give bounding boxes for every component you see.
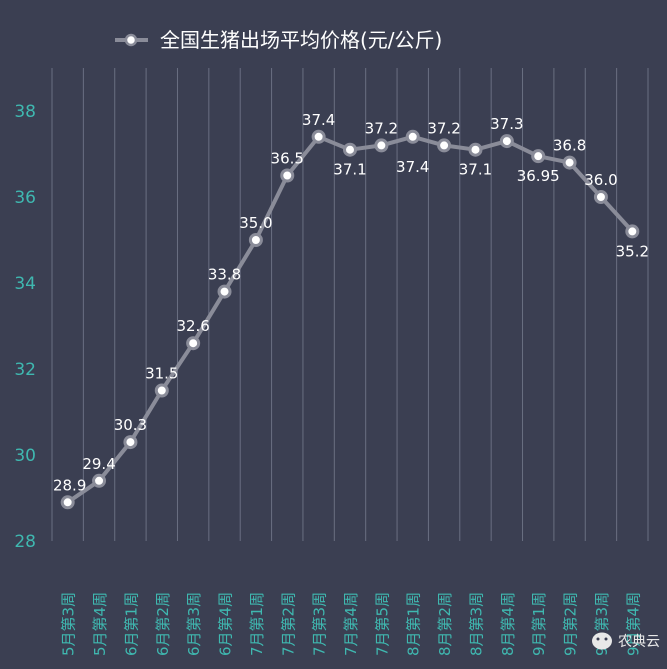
wechat-icon (592, 632, 612, 650)
x-tick-label: 8月第2周 (436, 592, 454, 656)
data-label: 37.2 (365, 119, 398, 137)
data-label: 30.3 (114, 416, 147, 434)
y-axis: 28 30 32 34 36 38 (14, 102, 36, 552)
x-tick-label: 7月第2周 (279, 592, 297, 656)
data-label: 37.4 (396, 158, 429, 176)
data-label: 36.95 (517, 167, 560, 185)
data-label: 28.9 (53, 476, 86, 494)
data-point (123, 435, 138, 450)
x-tick-label: 5月第4周 (91, 592, 109, 656)
y-tick-label: 28 (14, 532, 36, 552)
x-tick-label: 5月第3周 (60, 592, 78, 656)
y-tick-label: 34 (14, 274, 36, 294)
watermark-text: 农典云 (618, 634, 660, 650)
data-label: 37.1 (333, 161, 366, 179)
data-point (186, 336, 201, 351)
chart-title: 全国生猪出场平均价格(元/公斤) (160, 28, 442, 52)
data-label: 37.3 (490, 115, 523, 133)
x-tick-label: 9月第2周 (562, 592, 580, 656)
legend-marker (124, 33, 138, 47)
data-label: 36.5 (271, 150, 304, 168)
data-point (60, 495, 75, 510)
watermark: 农典云 (592, 632, 660, 650)
x-tick-label: 7月第4周 (342, 592, 360, 656)
data-label: 36.8 (553, 137, 586, 155)
y-tick-label: 36 (14, 188, 36, 208)
data-point (437, 138, 452, 153)
data-point (468, 142, 483, 157)
x-tick-label: 7月第3周 (311, 592, 329, 656)
x-tick-label: 8月第1周 (405, 592, 423, 656)
x-tick-label: 6月第3周 (185, 592, 203, 656)
series (60, 129, 640, 510)
data-label: 32.6 (176, 317, 209, 335)
data-point (499, 134, 514, 149)
data-point (593, 190, 608, 204)
x-tick-label: 6月第4周 (217, 592, 235, 656)
y-tick-label: 38 (14, 102, 36, 122)
y-tick-label: 30 (14, 446, 36, 466)
data-point (625, 224, 640, 239)
data-point (217, 284, 232, 299)
data-point (374, 138, 389, 153)
data-label: 35.0 (239, 214, 272, 232)
x-tick-label: 6月第2周 (154, 592, 172, 656)
data-point (154, 383, 169, 398)
x-axis: 5月第3周 5月第4周 6月第1周 6月第2周 6月第3周 6月第4周 7月第1周 7月第2周… (60, 592, 643, 656)
x-tick-label: 9月第1周 (530, 592, 548, 656)
data-point (405, 129, 420, 144)
x-tick-label: 8月第4周 (499, 592, 517, 656)
data-label: 31.5 (145, 365, 178, 383)
x-tick-label: 7月第5周 (373, 592, 391, 656)
data-point (343, 142, 357, 157)
legend: 全国生猪出场平均价格(元/公斤) (115, 28, 442, 52)
data-label: 37.4 (302, 111, 335, 129)
data-label: 29.4 (82, 455, 115, 473)
data-label: 36.0 (584, 171, 617, 189)
data-labels: 28.9 29.4 30.3 31.5 32.6 33.8 35.0 36.5 37.4 37.1… (53, 111, 649, 494)
data-point (562, 155, 577, 170)
data-point (92, 473, 107, 488)
data-point (280, 168, 295, 183)
data-label: 37.1 (459, 161, 492, 179)
data-label: 37.2 (427, 119, 460, 137)
x-tick-label: 9月第4周 (624, 592, 642, 656)
x-tick-label: 8月第3周 (467, 592, 485, 656)
data-point (248, 233, 263, 247)
series-line (66, 134, 634, 504)
data-label: 35.2 (616, 242, 649, 260)
data-point (311, 129, 326, 144)
x-tick-label: 6月第1周 (122, 592, 140, 656)
x-tick-label: 7月第1周 (248, 592, 266, 656)
data-label: 33.8 (208, 266, 241, 284)
data-point (531, 149, 546, 164)
y-tick-label: 32 (14, 360, 36, 380)
